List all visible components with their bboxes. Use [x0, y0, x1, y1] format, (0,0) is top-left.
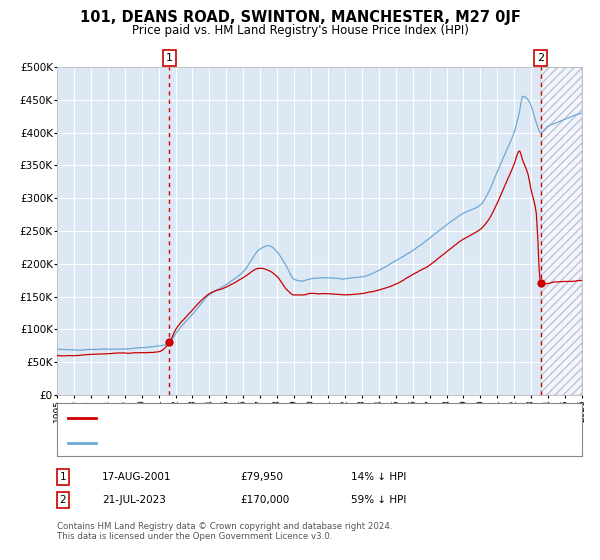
- Text: 1: 1: [59, 472, 67, 482]
- Text: 1: 1: [166, 53, 173, 63]
- Text: 2: 2: [59, 495, 67, 505]
- Text: 17-AUG-2001: 17-AUG-2001: [102, 472, 172, 482]
- Text: 21-JUL-2023: 21-JUL-2023: [102, 495, 166, 505]
- Text: HPI: Average price, detached house, Salford: HPI: Average price, detached house, Salf…: [101, 438, 320, 448]
- Text: 101, DEANS ROAD, SWINTON, MANCHESTER, M27 0JF: 101, DEANS ROAD, SWINTON, MANCHESTER, M2…: [80, 10, 520, 25]
- Text: 59% ↓ HPI: 59% ↓ HPI: [351, 495, 406, 505]
- Text: Contains HM Land Registry data © Crown copyright and database right 2024.
This d: Contains HM Land Registry data © Crown c…: [57, 522, 392, 542]
- Text: 14% ↓ HPI: 14% ↓ HPI: [351, 472, 406, 482]
- Text: £170,000: £170,000: [240, 495, 289, 505]
- Bar: [541, 67, 582, 395]
- Bar: [541, 67, 582, 395]
- Text: 2: 2: [537, 53, 544, 63]
- Text: £79,950: £79,950: [240, 472, 283, 482]
- Text: Price paid vs. HM Land Registry's House Price Index (HPI): Price paid vs. HM Land Registry's House …: [131, 24, 469, 36]
- Text: 101, DEANS ROAD, SWINTON, MANCHESTER, M27 0JF (detached house): 101, DEANS ROAD, SWINTON, MANCHESTER, M2…: [101, 413, 459, 423]
